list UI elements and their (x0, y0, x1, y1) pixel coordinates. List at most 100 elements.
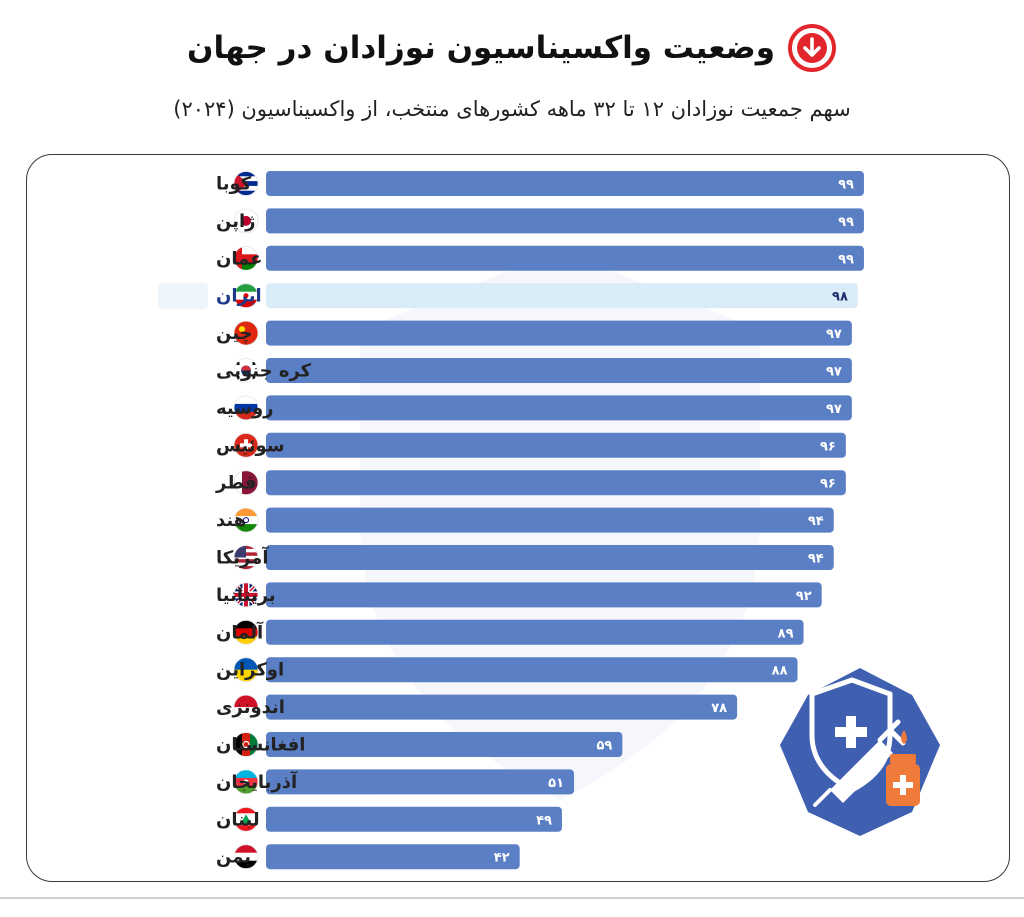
category-label: سوئیس (216, 435, 285, 456)
value-label: ۹۹ (838, 215, 854, 230)
indonesia-flag-icon (233, 694, 259, 720)
bar (266, 582, 822, 608)
bar (266, 619, 804, 645)
value-label: ۹۶ (820, 439, 836, 454)
value-label: ۹۹ (838, 252, 854, 267)
value-label: ۸۸ (772, 664, 788, 679)
value-label: ۹۴ (808, 552, 824, 567)
value-label: ۹۴ (808, 514, 824, 529)
category-label: افغانستان (216, 735, 305, 756)
value-label: ۹۲ (796, 589, 812, 604)
value-label: ۹۷ (826, 402, 842, 417)
vaccine-shield-syringe-icon (780, 668, 940, 836)
chart-row: ۹۸ ایران (158, 282, 858, 310)
chart-row: ۹۲ بریتانیا (216, 582, 822, 608)
chart-row: ۴۲ یمن (216, 844, 520, 870)
category-label: کوبا (216, 174, 252, 195)
cuba-flag-icon (233, 171, 259, 196)
page-title: وضعیت واکسیناسیون نوزادان در جهان (186, 30, 776, 66)
value-label: ۵۹ (596, 739, 612, 754)
category-label: هند (216, 510, 246, 531)
down-arrow-circle-icon (788, 24, 837, 72)
chart-row: ۹۹ کوبا (216, 171, 864, 196)
uk-flag-icon (233, 582, 259, 608)
bar (266, 545, 834, 570)
category-label: آذربایجان (216, 770, 298, 793)
qatar-flag-icon (233, 470, 259, 496)
category-label: ژاپن (216, 211, 256, 232)
value-label: ۴۲ (494, 851, 510, 866)
bar (266, 806, 562, 832)
chart-row: ۹۴ آمریکا (216, 545, 834, 570)
chart-row: ۹۶ قطر (215, 470, 846, 496)
bar (266, 245, 864, 271)
bar (266, 395, 852, 421)
chart-row: ۹۷ کره جنوبی (216, 358, 852, 383)
chart-row: ۸۸ اوکراین (216, 657, 798, 683)
highlight-label-bg (158, 282, 208, 310)
category-label: کره جنوبی (216, 361, 312, 382)
bar (266, 283, 858, 309)
azerbaijan-flag-icon (233, 769, 259, 795)
bar (266, 208, 864, 234)
chart-row: ۹۹ ژاپن (216, 208, 864, 234)
category-label: یمن (216, 847, 251, 868)
south-korea-flag-icon (233, 358, 259, 383)
bar (266, 358, 852, 383)
lebanon-flag-icon (233, 806, 259, 832)
category-label: بریتانیا (216, 585, 276, 606)
bar (266, 171, 864, 196)
category-label: روسیه (216, 398, 274, 419)
value-label: ۹۷ (826, 327, 842, 342)
category-label: ایران (216, 286, 262, 307)
bar (266, 470, 846, 496)
category-label: عمان (216, 248, 263, 269)
bar (266, 769, 575, 795)
japan-flag-icon (233, 208, 259, 234)
chart-row: ۹۷ چین (216, 320, 852, 346)
page-subtitle: سهم جمعیت نوزادان ۱۲ تا ۳۲ ماهه کشورهای … (173, 97, 851, 121)
chart-row: ۹۶ سوئیس (216, 432, 846, 458)
value-label: ۵۱ (548, 776, 564, 791)
switzerland-flag-icon (233, 432, 259, 458)
chart-row: ۷۸ اندونزی (216, 694, 738, 720)
afghanistan-flag-icon (233, 732, 259, 757)
category-label: اندونزی (216, 697, 285, 718)
germany-flag-icon (233, 619, 259, 645)
value-label: ۹۹ (838, 178, 854, 193)
value-label: ۴۹ (536, 813, 552, 828)
bar (266, 694, 738, 720)
bar (266, 507, 834, 533)
category-label: قطر (215, 473, 257, 494)
category-label: لبنان (216, 809, 260, 830)
chart-row: ۵۱ آذربایجان (216, 769, 575, 795)
oman-flag-icon (233, 245, 259, 271)
category-label: آلمان (216, 620, 264, 643)
bar (266, 732, 623, 757)
bar (266, 844, 520, 870)
value-label: ۸۹ (778, 626, 794, 641)
chart-row: ۹۹ عمان (216, 245, 864, 271)
ukraine-flag-icon (233, 657, 259, 683)
category-label: اوکراین (216, 660, 284, 681)
russia-flag-icon (233, 395, 259, 421)
value-label: ۹۶ (820, 477, 836, 492)
value-label: ۹۸ (832, 290, 848, 305)
category-label: چین (216, 323, 253, 344)
yemen-flag-icon (233, 844, 259, 870)
china-flag-icon (233, 320, 259, 346)
category-label: آمریکا (216, 546, 269, 569)
india-flag-icon (233, 507, 259, 533)
iran-flag-icon (233, 283, 259, 309)
bar (266, 657, 798, 683)
value-label: ۷۸ (711, 701, 727, 716)
header: وضعیت واکسیناسیون نوزادان در جهان (0, 18, 1024, 78)
chart-row: ۹۷ روسیه (216, 395, 852, 421)
value-label: ۹۷ (826, 365, 842, 380)
chart-row: ۸۹ آلمان (216, 619, 804, 645)
chart-row: ۵۹ افغانستان (216, 732, 623, 757)
chart-row: ۴۹ لبنان (216, 806, 562, 832)
bar (266, 432, 846, 458)
chart-row: ۹۴ هند (216, 507, 834, 533)
